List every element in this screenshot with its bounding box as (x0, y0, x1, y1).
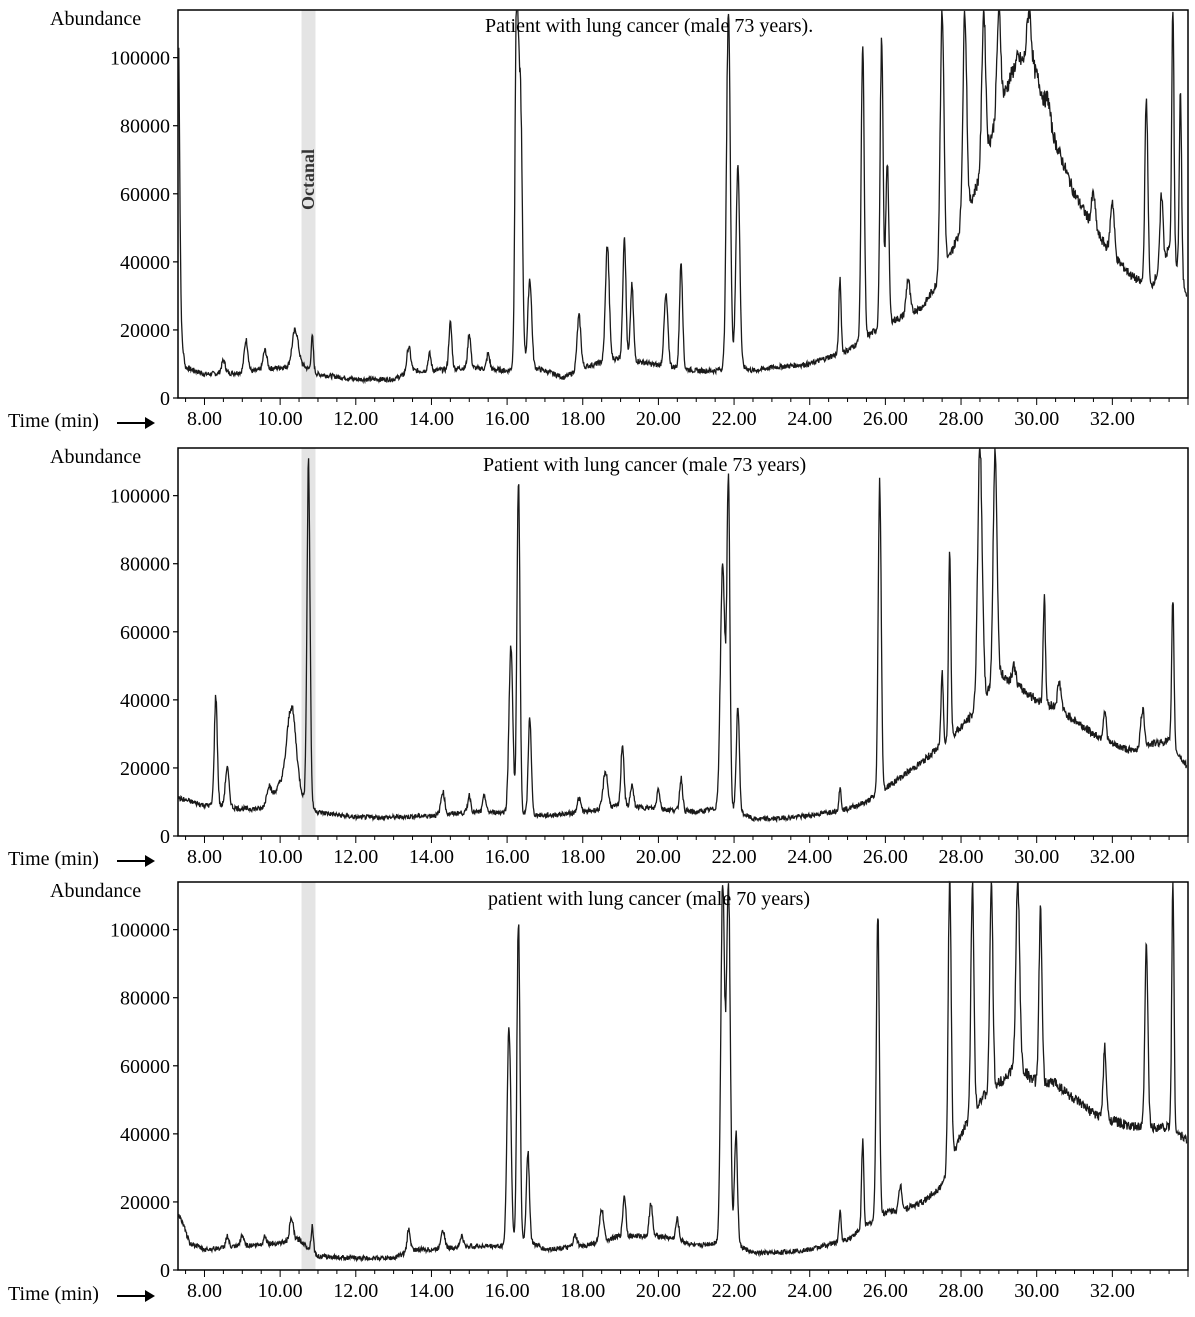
x-tick-label: 30.00 (1014, 408, 1059, 430)
x-tick-label: 10.00 (258, 1280, 303, 1302)
y-axis-label: Abundance (50, 880, 142, 902)
x-axis-label: Time (min) (8, 1283, 99, 1305)
plot-frame (177, 9, 1189, 399)
y-tick-label: 60000 (120, 184, 170, 206)
x-tick-label: 8.00 (187, 408, 222, 430)
x-tick-label: 28.00 (939, 846, 984, 868)
plot-frame (177, 447, 1189, 837)
y-tick-label: 100000 (110, 920, 170, 942)
x-tick-label: 12.00 (333, 1280, 378, 1302)
x-tick-label: 24.00 (787, 846, 832, 868)
x-tick-label: 22.00 (712, 846, 757, 868)
chromatogram-trace (178, 9, 1188, 385)
y-tick-label: 20000 (120, 758, 170, 780)
x-tick-label: 26.00 (863, 408, 908, 430)
x-axis-label: Time (min) (8, 410, 99, 432)
x-tick-label: 20.00 (636, 408, 681, 430)
y-axis-label: Abundance (50, 446, 142, 468)
x-tick-label: 18.00 (560, 1280, 605, 1302)
x-tick-label: 30.00 (1014, 1280, 1059, 1302)
x-tick-label: 32.00 (1090, 1280, 1135, 1302)
x-tick-label: 24.00 (787, 1280, 832, 1302)
octanal-label: Octanal (298, 149, 318, 210)
y-axis-label: Abundance (50, 8, 142, 30)
y-tick-label: 40000 (120, 252, 170, 274)
x-tick-label: 30.00 (1014, 846, 1059, 868)
y-tick-label: 20000 (120, 320, 170, 342)
x-tick-label: 22.00 (712, 408, 757, 430)
x-tick-label: 28.00 (939, 408, 984, 430)
x-axis-arrow (117, 417, 155, 429)
x-tick-label: 16.00 (485, 1280, 530, 1302)
x-tick-label: 28.00 (939, 1280, 984, 1302)
octanal-band (301, 882, 316, 1270)
x-tick-label: 14.00 (409, 408, 454, 430)
x-tick-label: 12.00 (333, 846, 378, 868)
y-tick-label: 0 (160, 1260, 170, 1282)
chromatogram-panel-3: 0 20000 40000 60000 80000 100000 8.00 10.00 12.0… (0, 872, 1195, 1317)
x-tick-label: 8.00 (187, 846, 222, 868)
chromatogram-panel-2: 0 20000 40000 60000 80000 100000 8.00 10.00 12.0… (0, 438, 1195, 872)
chromatogram-trace (178, 880, 1188, 1263)
chromatogram-plot-2: 0 20000 40000 60000 80000 100000 8.00 10.00 12.0… (110, 447, 1189, 868)
y-tick-label: 0 (160, 388, 170, 410)
y-tick-label: 80000 (120, 116, 170, 138)
y-tick-label: 80000 (120, 988, 170, 1010)
x-tick-label: 16.00 (485, 408, 530, 430)
chromatogram-trace (178, 447, 1188, 824)
octanal-band (301, 448, 316, 836)
y-tick-label: 100000 (110, 486, 170, 508)
x-tick-label: 32.00 (1090, 408, 1135, 430)
x-tick-label: 10.00 (258, 408, 303, 430)
chart-title: patient with lung cancer (male 70 years) (488, 888, 811, 910)
x-tick-label: 20.00 (636, 846, 681, 868)
y-tick-label: 60000 (120, 1056, 170, 1078)
chart-title: Patient with lung cancer (male 73 years)… (485, 15, 814, 37)
x-axis-label: Time (min) (8, 848, 99, 870)
plot-frame (177, 881, 1189, 1271)
x-tick-label: 18.00 (560, 846, 605, 868)
chromatogram-plot-3: 0 20000 40000 60000 80000 100000 8.00 10.00 12.0… (110, 880, 1189, 1302)
octanal-band (301, 10, 316, 398)
x-tick-label: 32.00 (1090, 846, 1135, 868)
y-tick-label: 100000 (110, 48, 170, 70)
x-tick-label: 26.00 (863, 846, 908, 868)
x-tick-label: 20.00 (636, 1280, 681, 1302)
y-tick-label: 80000 (120, 554, 170, 576)
x-tick-label: 22.00 (712, 1280, 757, 1302)
x-tick-label: 14.00 (409, 1280, 454, 1302)
y-tick-label: 40000 (120, 690, 170, 712)
y-tick-label: 60000 (120, 622, 170, 644)
x-tick-label: 26.00 (863, 1280, 908, 1302)
x-axis-arrow (117, 855, 155, 867)
x-tick-label: 18.00 (560, 408, 605, 430)
x-tick-label: 10.00 (258, 846, 303, 868)
x-tick-label: 16.00 (485, 846, 530, 868)
x-tick-label: 24.00 (787, 408, 832, 430)
x-tick-label: 8.00 (187, 1280, 222, 1302)
chromatogram-panel-1: 0 20000 40000 60000 80000 100000 8.00 10.00 12.0… (0, 0, 1195, 438)
x-tick-label: 12.00 (333, 408, 378, 430)
x-axis-arrow (117, 1290, 155, 1302)
y-tick-label: 40000 (120, 1124, 170, 1146)
chromatogram-plot-1: 0 20000 40000 60000 80000 100000 8.00 10.00 12.0… (110, 9, 1189, 430)
y-tick-label: 20000 (120, 1192, 170, 1214)
chart-title: Patient with lung cancer (male 73 years) (483, 454, 807, 476)
x-tick-label: 14.00 (409, 846, 454, 868)
y-tick-label: 0 (160, 826, 170, 848)
